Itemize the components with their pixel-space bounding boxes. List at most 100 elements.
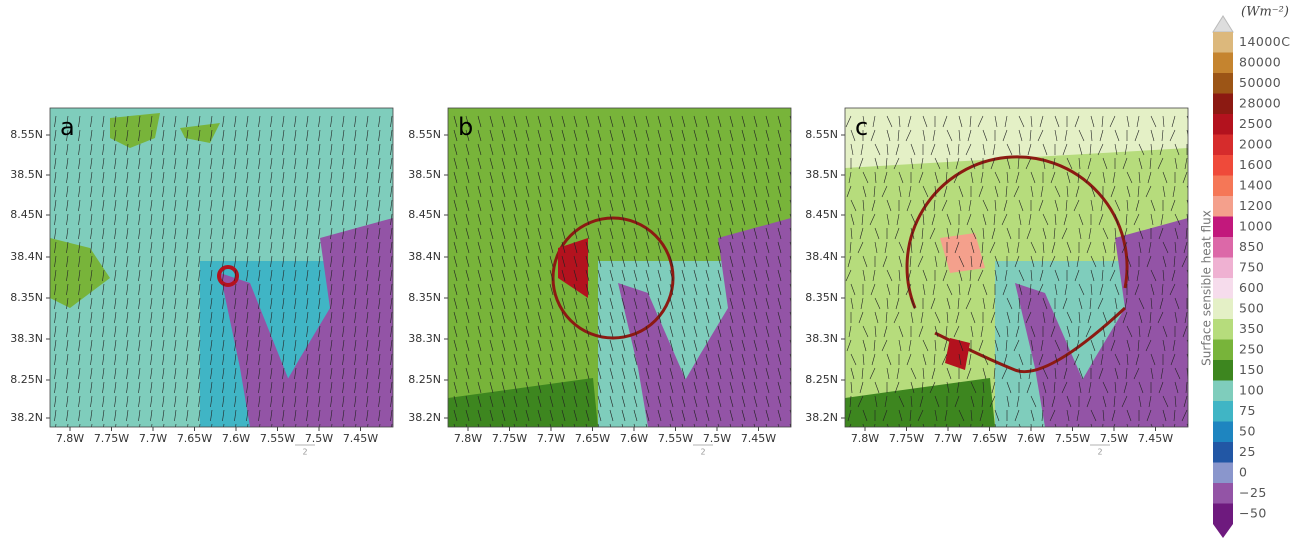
wind-vector (681, 157, 686, 170)
wind-vector (597, 311, 602, 324)
wind-vector (609, 269, 614, 282)
wind-vector (1018, 129, 1023, 142)
wind-vector (318, 283, 321, 296)
wind-vector (741, 227, 746, 240)
wind-vector (258, 185, 261, 198)
wind-vector (465, 423, 468, 427)
wind-vector (1053, 227, 1056, 240)
wind-vector (906, 353, 912, 366)
wind-vector (621, 409, 626, 422)
wind-vector (525, 199, 530, 212)
wind-vector (645, 129, 650, 142)
wind-vector (705, 171, 710, 184)
wind-vector (477, 297, 482, 310)
cbar-swatch (1213, 401, 1233, 422)
wind-vector (1114, 367, 1119, 380)
wind-vector (331, 423, 333, 427)
wind-vector (246, 185, 249, 198)
wind-vector (729, 185, 734, 198)
wind-vector (78, 395, 81, 408)
wind-vector (1065, 353, 1068, 366)
wind-vector (1185, 381, 1188, 394)
wind-vector (945, 171, 948, 184)
wind-vector (705, 115, 710, 128)
wind-vector (874, 311, 879, 324)
wind-vector (343, 423, 345, 427)
wind-vector (378, 283, 381, 296)
wind-vector (234, 143, 237, 156)
wind-vector (777, 381, 782, 394)
wind-vector (681, 129, 686, 142)
wind-vector (573, 129, 578, 142)
wind-vector (90, 129, 93, 142)
wind-vector (1121, 395, 1128, 408)
wind-vector (79, 423, 81, 427)
wind-vector (1162, 395, 1169, 408)
wind-vector (319, 423, 321, 427)
wind-vector (198, 311, 201, 324)
wind-vector (1102, 241, 1107, 254)
cbar-label: 1200 (1239, 198, 1273, 213)
wind-vector (561, 381, 566, 394)
wind-vector (777, 115, 782, 128)
wind-vector (210, 185, 213, 198)
wind-vector (1063, 367, 1068, 380)
wind-vector (717, 423, 720, 427)
wind-vector (918, 325, 924, 338)
wind-vector (898, 339, 902, 352)
wind-vector (138, 395, 141, 408)
wind-vector (150, 115, 153, 128)
wind-vector (657, 311, 662, 324)
wind-vector (1076, 255, 1080, 268)
wind-vector (982, 283, 988, 296)
wind-vector (1054, 213, 1057, 226)
wind-vector (174, 409, 177, 422)
wind-vector (258, 199, 261, 212)
wind-vector (501, 157, 506, 170)
wind-vector (354, 325, 357, 338)
wind-vector (465, 241, 470, 254)
wind-vector (234, 339, 237, 352)
wind-vector (989, 241, 996, 254)
wind-vector (139, 423, 141, 427)
wind-vector (162, 129, 165, 142)
wind-vector (390, 325, 393, 338)
wind-vector (513, 395, 518, 408)
wind-vector (573, 227, 578, 240)
wind-vector (609, 353, 614, 366)
wind-vector (258, 157, 261, 170)
wind-vector (1138, 395, 1142, 408)
vector-key-label: 2 (1097, 448, 1102, 457)
wind-vector (138, 325, 141, 338)
wind-vector (465, 227, 470, 240)
wind-vector (102, 353, 105, 366)
wind-vector (633, 269, 638, 282)
wind-vector (1114, 353, 1121, 366)
wind-vector (609, 143, 614, 156)
wind-vector (858, 311, 864, 324)
wind-vector (78, 255, 81, 268)
pink-blob (940, 233, 985, 273)
wind-vector (318, 367, 321, 380)
wind-vector (705, 339, 710, 352)
wind-vector (294, 129, 297, 142)
wind-vector (645, 185, 650, 198)
wind-vector (477, 255, 482, 268)
cbar-label: 25 (1239, 444, 1256, 459)
wind-vector (789, 241, 791, 247)
wind-vector (717, 227, 722, 240)
wind-vector (633, 311, 638, 324)
wind-vector (126, 255, 129, 268)
wind-vector (90, 241, 93, 254)
wind-vector (777, 255, 782, 268)
wind-vector (330, 269, 333, 282)
wind-vector (513, 241, 518, 254)
wind-vector (573, 199, 578, 212)
wind-vector (872, 269, 876, 282)
wind-vector (953, 325, 960, 338)
wind-vector (78, 269, 81, 282)
wind-vector (657, 157, 662, 170)
wind-vector (669, 395, 674, 408)
wind-vector (549, 185, 554, 198)
wind-vector (378, 143, 381, 156)
